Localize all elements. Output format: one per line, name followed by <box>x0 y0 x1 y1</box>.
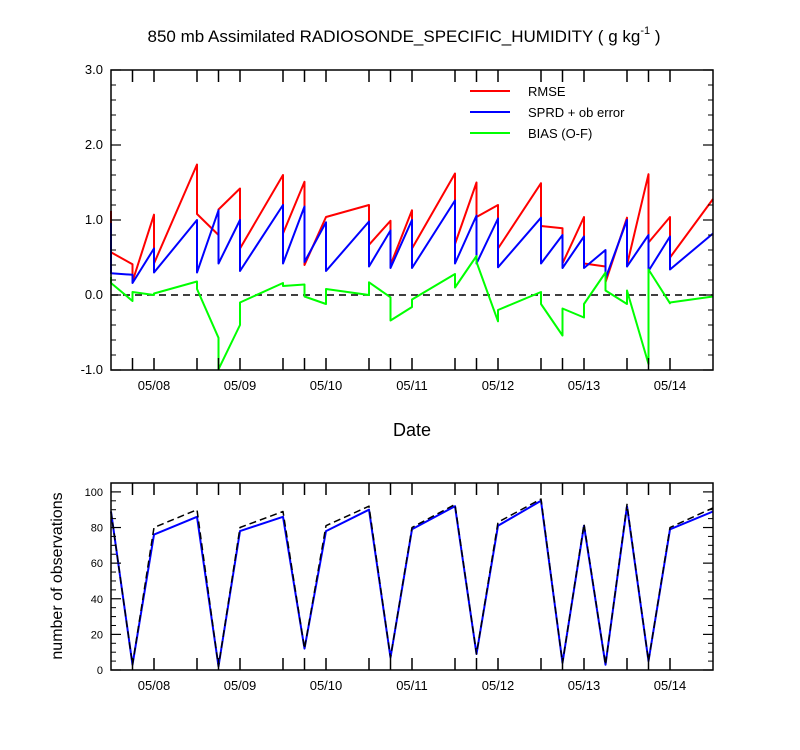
main-title: 850 mb Assimilated RADIOSONDE_SPECIFIC_H… <box>148 25 661 46</box>
x-tick-label: 05/08 <box>138 378 171 393</box>
legend-label: RMSE <box>528 84 566 99</box>
series-line-bias-o-f <box>110 255 714 371</box>
x-tick-label: 05/12 <box>482 378 515 393</box>
x-tick-label: 05/10 <box>310 378 343 393</box>
y-axis-label-bottom: number of observations <box>49 492 66 659</box>
y-tick-label: 1.0 <box>85 212 103 227</box>
x-tick-label: 05/13 <box>568 678 601 693</box>
x-tick-label: 05/08 <box>138 678 171 693</box>
x-tick-label: 05/11 <box>396 378 428 393</box>
bottom-plot: 05/08 05/09 05/10 05/11 05/12 05/13 05/14 100 80… <box>85 482 714 693</box>
y-tick-label: 60 <box>91 558 103 570</box>
series-line-sprd-ob-error <box>110 199 714 284</box>
x-tick-label: 05/13 <box>568 378 601 393</box>
series-line-observations-used <box>110 499 714 668</box>
x-tick-label: 05/09 <box>224 378 257 393</box>
legend-label: BIAS (O-F) <box>528 126 592 141</box>
y-tick-label: 80 <box>91 523 103 535</box>
plot-frame <box>110 482 714 671</box>
y-tick-label: 100 <box>85 487 103 499</box>
x-tick-label: 05/12 <box>482 678 515 693</box>
y-tick-label: 2.0 <box>85 137 103 152</box>
y-tick-label: -1.0 <box>81 362 103 377</box>
y-tick-label: 20 <box>91 629 103 641</box>
y-tick-label: 0 <box>97 665 103 677</box>
x-axis-label: Date <box>393 420 431 440</box>
x-tick-label: 05/11 <box>396 678 428 693</box>
y-tick-label: 40 <box>91 594 103 606</box>
y-tick-label: 3.0 <box>85 62 103 77</box>
x-tick-label: 05/14 <box>654 378 687 393</box>
series-line-observations-possible <box>110 498 714 668</box>
top-plot: 05/08 05/09 05/10 05/11 05/12 05/13 05/14 3.0 2.… <box>81 62 714 393</box>
x-tick-label: 05/09 <box>224 678 257 693</box>
y-tick-label: 0.0 <box>85 287 103 302</box>
legend-label: SPRD + ob error <box>528 105 625 120</box>
x-tick-label: 05/14 <box>654 678 687 693</box>
x-tick-label: 05/10 <box>310 678 343 693</box>
